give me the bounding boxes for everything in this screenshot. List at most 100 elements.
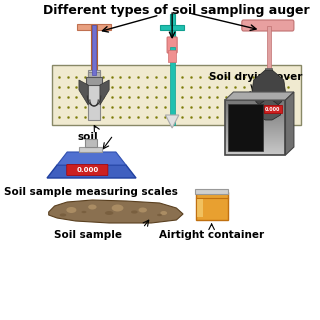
Ellipse shape bbox=[139, 207, 147, 212]
Bar bbox=[225, 129, 285, 130]
Text: Different types of soil sampling auger: Different types of soil sampling auger bbox=[43, 4, 310, 17]
Bar bbox=[225, 105, 285, 106]
Bar bbox=[160, 25, 184, 30]
Bar bbox=[52, 65, 300, 125]
Bar bbox=[265, 68, 272, 120]
Bar bbox=[225, 125, 285, 126]
Polygon shape bbox=[100, 80, 109, 105]
Polygon shape bbox=[47, 165, 136, 178]
Bar bbox=[197, 199, 203, 217]
Bar bbox=[168, 50, 176, 62]
Ellipse shape bbox=[112, 204, 124, 212]
Ellipse shape bbox=[88, 204, 97, 210]
Bar bbox=[225, 114, 285, 115]
Bar bbox=[225, 132, 285, 133]
Bar bbox=[195, 189, 228, 194]
Bar bbox=[225, 130, 285, 131]
Polygon shape bbox=[256, 100, 281, 120]
Ellipse shape bbox=[157, 214, 162, 216]
Bar bbox=[225, 139, 285, 140]
Text: Soil drying over: Soil drying over bbox=[209, 72, 302, 82]
Bar bbox=[225, 134, 285, 135]
Text: Soil sample: Soil sample bbox=[54, 230, 122, 240]
Ellipse shape bbox=[60, 213, 66, 217]
Bar bbox=[225, 131, 285, 132]
FancyBboxPatch shape bbox=[167, 37, 177, 53]
Polygon shape bbox=[79, 80, 88, 105]
Ellipse shape bbox=[160, 211, 167, 215]
Bar bbox=[225, 118, 285, 119]
Bar bbox=[225, 127, 285, 128]
Polygon shape bbox=[252, 70, 285, 110]
Bar bbox=[225, 116, 285, 117]
Bar bbox=[79, 147, 102, 152]
Bar bbox=[86, 77, 102, 85]
Bar bbox=[225, 138, 285, 139]
Ellipse shape bbox=[82, 211, 86, 213]
Bar bbox=[88, 70, 100, 120]
Ellipse shape bbox=[131, 211, 138, 214]
Bar bbox=[196, 192, 228, 220]
Text: 0.000: 0.000 bbox=[265, 107, 281, 111]
Polygon shape bbox=[57, 152, 126, 165]
Text: soil: soil bbox=[77, 132, 98, 142]
Bar bbox=[225, 128, 285, 129]
Bar bbox=[225, 104, 285, 105]
Ellipse shape bbox=[66, 207, 76, 213]
Bar bbox=[225, 108, 285, 109]
Bar bbox=[225, 135, 285, 136]
Bar bbox=[225, 150, 285, 151]
Bar bbox=[225, 120, 285, 121]
Bar bbox=[225, 147, 285, 148]
Bar bbox=[170, 14, 175, 42]
Bar bbox=[225, 133, 285, 134]
Bar bbox=[225, 152, 285, 153]
Bar bbox=[225, 148, 285, 149]
Bar bbox=[225, 124, 285, 125]
Bar bbox=[225, 112, 285, 113]
Bar bbox=[225, 115, 285, 116]
Bar bbox=[77, 24, 111, 30]
Bar bbox=[225, 140, 285, 141]
Bar bbox=[225, 113, 285, 114]
Bar bbox=[225, 146, 285, 147]
Bar bbox=[92, 25, 96, 75]
Polygon shape bbox=[285, 92, 294, 155]
Bar bbox=[225, 136, 285, 137]
Text: 0.000: 0.000 bbox=[76, 167, 99, 173]
Bar bbox=[225, 126, 285, 127]
Bar bbox=[267, 26, 271, 70]
Polygon shape bbox=[165, 115, 179, 128]
Bar bbox=[225, 102, 285, 103]
Bar bbox=[85, 139, 97, 147]
FancyBboxPatch shape bbox=[67, 164, 108, 175]
Bar bbox=[225, 100, 285, 101]
Bar bbox=[225, 122, 285, 123]
Ellipse shape bbox=[105, 211, 113, 215]
FancyBboxPatch shape bbox=[242, 20, 294, 31]
Bar bbox=[264, 105, 282, 113]
Bar bbox=[225, 141, 285, 142]
Bar bbox=[225, 144, 285, 145]
Bar bbox=[225, 103, 285, 104]
Bar bbox=[225, 110, 285, 111]
Bar bbox=[225, 137, 285, 138]
Bar bbox=[225, 149, 285, 150]
Polygon shape bbox=[225, 92, 294, 100]
Bar bbox=[225, 143, 285, 144]
Bar bbox=[225, 101, 285, 102]
Bar bbox=[91, 25, 97, 77]
Bar bbox=[228, 104, 263, 151]
Bar bbox=[225, 109, 285, 110]
Bar bbox=[225, 106, 285, 107]
Bar bbox=[171, 47, 175, 125]
Bar bbox=[225, 142, 285, 143]
Bar bbox=[225, 107, 285, 108]
Bar bbox=[225, 153, 285, 154]
Text: Soil sample measuring scales: Soil sample measuring scales bbox=[4, 187, 178, 197]
Bar bbox=[225, 119, 285, 120]
Bar bbox=[225, 145, 285, 146]
Text: Airtight container: Airtight container bbox=[159, 230, 264, 240]
Bar bbox=[225, 111, 285, 112]
Bar bbox=[225, 121, 285, 122]
